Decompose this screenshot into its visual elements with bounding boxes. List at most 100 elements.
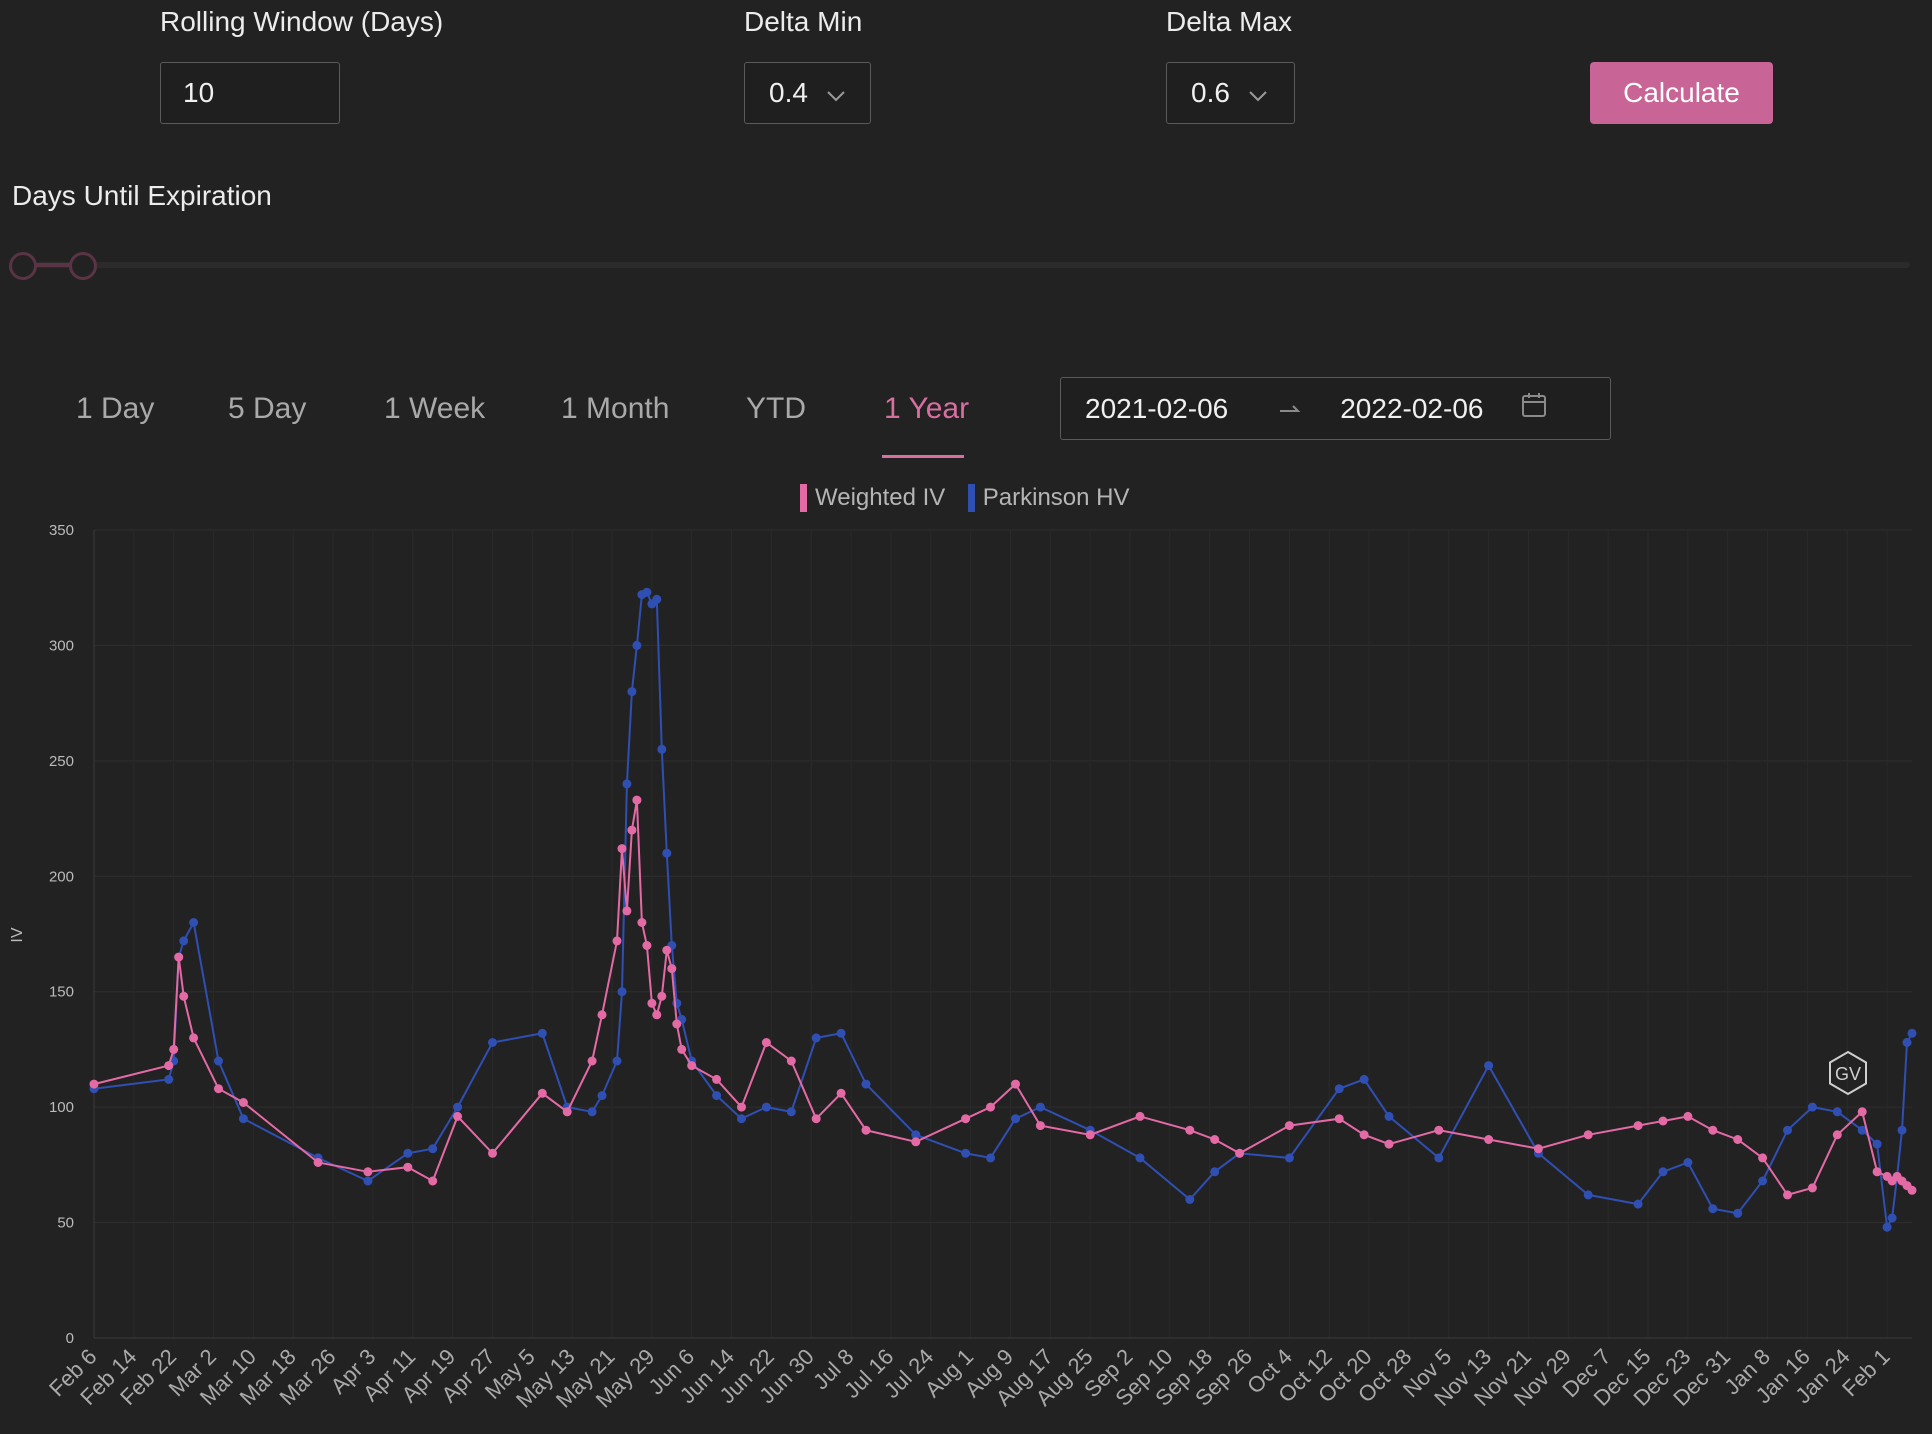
data-point[interactable]	[861, 1125, 871, 1135]
data-point[interactable]	[986, 1153, 995, 1163]
data-point[interactable]	[1658, 1116, 1668, 1126]
tab-ytd[interactable]: YTD	[746, 392, 806, 425]
data-point[interactable]	[597, 1091, 607, 1101]
data-point[interactable]	[1758, 1153, 1768, 1163]
data-point[interactable]	[836, 1028, 846, 1038]
data-point[interactable]	[1733, 1208, 1743, 1218]
data-point[interactable]	[1011, 1114, 1020, 1124]
data-point[interactable]	[214, 1084, 223, 1094]
data-point[interactable]	[238, 1114, 248, 1124]
data-point[interactable]	[1907, 1028, 1917, 1038]
data-point[interactable]	[1434, 1125, 1444, 1135]
data-point[interactable]	[453, 1111, 463, 1121]
data-point[interactable]	[1035, 1121, 1045, 1131]
data-point[interactable]	[612, 936, 622, 946]
delta-max-select[interactable]: 0.6	[1166, 62, 1295, 124]
data-point[interactable]	[1384, 1111, 1394, 1121]
data-point[interactable]	[1210, 1167, 1220, 1177]
legend-item-weighted-iv[interactable]: Weighted IV	[800, 484, 945, 512]
data-point[interactable]	[562, 1107, 572, 1117]
data-point[interactable]	[1807, 1183, 1817, 1193]
data-point[interactable]	[1085, 1130, 1095, 1140]
data-point[interactable]	[1832, 1130, 1842, 1140]
data-point[interactable]	[89, 1079, 99, 1089]
rolling-window-input[interactable]: 10	[160, 62, 340, 124]
data-point[interactable]	[687, 1061, 697, 1071]
date-range-picker[interactable]: 2021-02-06 2022-02-06	[1060, 377, 1611, 440]
data-point[interactable]	[786, 1056, 796, 1066]
data-point[interactable]	[313, 1158, 323, 1167]
data-point[interactable]	[672, 1019, 682, 1029]
days-until-expiration-slider[interactable]	[9, 252, 1910, 280]
data-point[interactable]	[737, 1102, 746, 1112]
data-point[interactable]	[1708, 1204, 1718, 1214]
data-point[interactable]	[632, 795, 642, 805]
data-point[interactable]	[179, 991, 189, 1001]
data-point[interactable]	[761, 1038, 771, 1047]
tab-1-week[interactable]: 1 Week	[384, 392, 486, 425]
data-point[interactable]	[174, 952, 184, 962]
data-point[interactable]	[164, 1074, 174, 1084]
data-point[interactable]	[986, 1102, 995, 1112]
data-point[interactable]	[737, 1114, 746, 1124]
data-point[interactable]	[642, 941, 652, 950]
data-point[interactable]	[617, 987, 627, 997]
data-point[interactable]	[1284, 1121, 1294, 1131]
data-point[interactable]	[1334, 1084, 1344, 1094]
data-point[interactable]	[214, 1056, 223, 1066]
data-point[interactable]	[1633, 1199, 1643, 1209]
data-point[interactable]	[657, 991, 667, 1001]
data-point[interactable]	[1807, 1102, 1817, 1112]
data-point[interactable]	[861, 1079, 871, 1089]
data-point[interactable]	[622, 779, 632, 789]
data-point[interactable]	[1857, 1107, 1867, 1117]
data-point[interactable]	[1683, 1111, 1693, 1121]
data-point[interactable]	[597, 1010, 607, 1020]
data-point[interactable]	[1887, 1213, 1897, 1223]
data-point[interactable]	[403, 1148, 413, 1158]
data-point[interactable]	[811, 1033, 821, 1043]
calendar-icon[interactable]	[1521, 392, 1547, 425]
data-point[interactable]	[488, 1038, 497, 1047]
tab-5-day[interactable]: 5 Day	[228, 392, 307, 425]
data-point[interactable]	[1011, 1079, 1020, 1089]
data-point[interactable]	[667, 964, 677, 974]
data-point[interactable]	[169, 1044, 179, 1054]
date-start-input[interactable]: 2021-02-06	[1085, 392, 1229, 424]
calculate-button[interactable]: Calculate	[1590, 62, 1773, 124]
data-point[interactable]	[189, 918, 199, 927]
data-point[interactable]	[537, 1028, 547, 1038]
data-point[interactable]	[647, 998, 657, 1008]
data-point[interactable]	[1359, 1130, 1369, 1140]
data-point[interactable]	[1902, 1038, 1912, 1047]
data-point[interactable]	[911, 1130, 921, 1140]
data-point[interactable]	[189, 1033, 199, 1043]
data-point[interactable]	[652, 594, 662, 604]
data-point[interactable]	[179, 936, 189, 946]
data-point[interactable]	[1533, 1144, 1543, 1154]
data-point[interactable]	[662, 848, 672, 858]
data-point[interactable]	[677, 1044, 687, 1054]
data-point[interactable]	[1758, 1176, 1768, 1186]
data-point[interactable]	[642, 587, 652, 597]
data-point[interactable]	[652, 1010, 662, 1020]
data-point[interactable]	[786, 1107, 796, 1117]
data-point[interactable]	[1135, 1153, 1145, 1163]
data-point[interactable]	[453, 1102, 463, 1112]
data-point[interactable]	[1484, 1135, 1494, 1144]
data-point[interactable]	[428, 1176, 438, 1186]
data-point[interactable]	[1708, 1125, 1718, 1135]
slider-handle-max[interactable]	[69, 252, 98, 280]
date-end-input[interactable]: 2022-02-06	[1340, 392, 1484, 424]
data-point[interactable]	[662, 945, 672, 955]
data-point[interactable]	[961, 1114, 971, 1124]
data-point[interactable]	[632, 640, 642, 650]
data-point[interactable]	[1872, 1167, 1882, 1177]
data-point[interactable]	[961, 1148, 971, 1158]
data-point[interactable]	[617, 844, 627, 854]
data-point[interactable]	[657, 744, 667, 754]
data-point[interactable]	[403, 1162, 413, 1172]
data-point[interactable]	[1384, 1139, 1394, 1149]
legend-item-parkinson-hv[interactable]: Parkinson HV	[967, 484, 1130, 512]
data-point[interactable]	[811, 1114, 821, 1124]
